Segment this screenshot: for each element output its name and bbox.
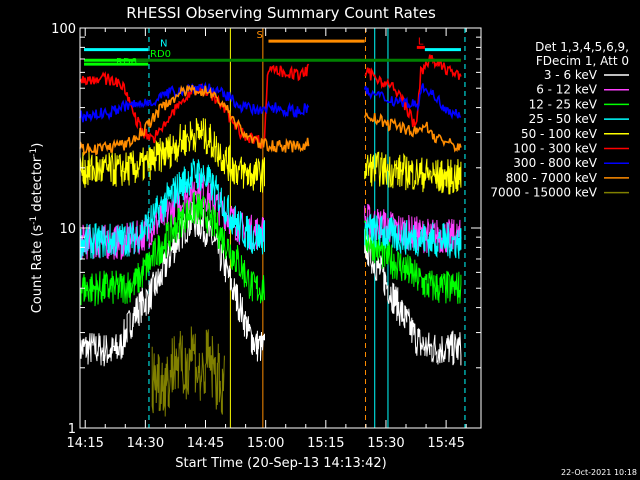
series-5-segment-1 [364,54,462,129]
flag-label-2: RD6 [116,57,137,68]
series-6 [79,81,461,123]
x-tick-label-3: 15:00 [247,436,284,451]
series-0 [79,201,462,367]
y-axis: 1 10 100 [51,22,481,437]
legend-header-line-2: FDecim 1, Att 0 [536,54,629,68]
x-tick-label-2: 14:45 [187,436,224,451]
x-tick-label-0: 14:15 [66,436,103,451]
legend-label-6: 300 - 800 keV [513,156,597,170]
legend-label-8: 7000 - 15000 keV [490,186,597,200]
legend-label-2: 12 - 25 keV [529,97,598,111]
series-7-segment-1 [363,112,462,153]
flag-3: S [256,30,365,43]
series-0-segment-1 [364,227,462,366]
series-4 [79,118,462,195]
y-tick-label-1: 10 [59,222,76,237]
legend-label-3: 25 - 50 keV [529,112,598,126]
legend-label-7: 800 - 7000 keV [506,171,598,185]
series-6-segment-1 [363,83,461,120]
legend-label-4: 50 - 100 keV [521,127,598,141]
x-tick-label-6: 15:45 [427,436,464,451]
y-axis-label: Count Rate (s-1 detector-1) [29,143,45,314]
legend-header-line-1: Det 1,3,4,5,6,9, [535,40,629,54]
series-1 [79,173,462,260]
x-axis-label: Start Time (20-Sep-13 14:13:42) [175,456,386,471]
y-tick-label-0: 1 [68,422,76,437]
series-7-segment-0 [79,84,310,157]
legend-label-5: 100 - 300 keV [513,142,597,156]
legend-label-0: 3 - 6 keV [544,68,598,82]
series-3-segment-0 [79,158,265,261]
series-2 [79,191,462,307]
series-8 [151,326,225,417]
chart-title: RHESSI Observing Summary Count Rates [126,4,436,22]
x-tick-label-4: 15:15 [307,436,344,451]
x-axis: 14:15 14:30 14:45 15:00 15:15 15:30 15:45 [66,28,467,451]
series-2-segment-0 [79,191,265,307]
series-2-segment-1 [364,220,462,304]
render-timestamp: 22-Oct-2021 10:18 [561,468,637,477]
legend: Det 1,3,4,5,6,9, FDecim 1, Att 0 3 - 6 k… [490,40,629,200]
flag-5: L [416,36,425,49]
flag-label-5: L [418,36,424,47]
x-tick-label-1: 14:30 [127,436,164,451]
series-8-segment-0 [151,326,225,417]
legend-label-1: 6 - 12 keV [536,83,598,97]
series-0-segment-0 [79,201,265,367]
series-4-segment-1 [364,151,462,195]
x-tick-label-5: 15:30 [367,436,404,451]
series-3 [79,158,462,261]
flag-2: RD6 [84,57,149,68]
series-7 [79,84,462,157]
flag-label-1: RD0 [150,49,171,60]
flag-label-0: N [160,39,167,50]
y-tick-label-2: 100 [51,22,76,37]
flag-0: N [84,39,461,52]
series-4-segment-0 [79,118,265,193]
flag-label-3: S [256,30,262,41]
series-3-segment-1 [364,213,462,259]
